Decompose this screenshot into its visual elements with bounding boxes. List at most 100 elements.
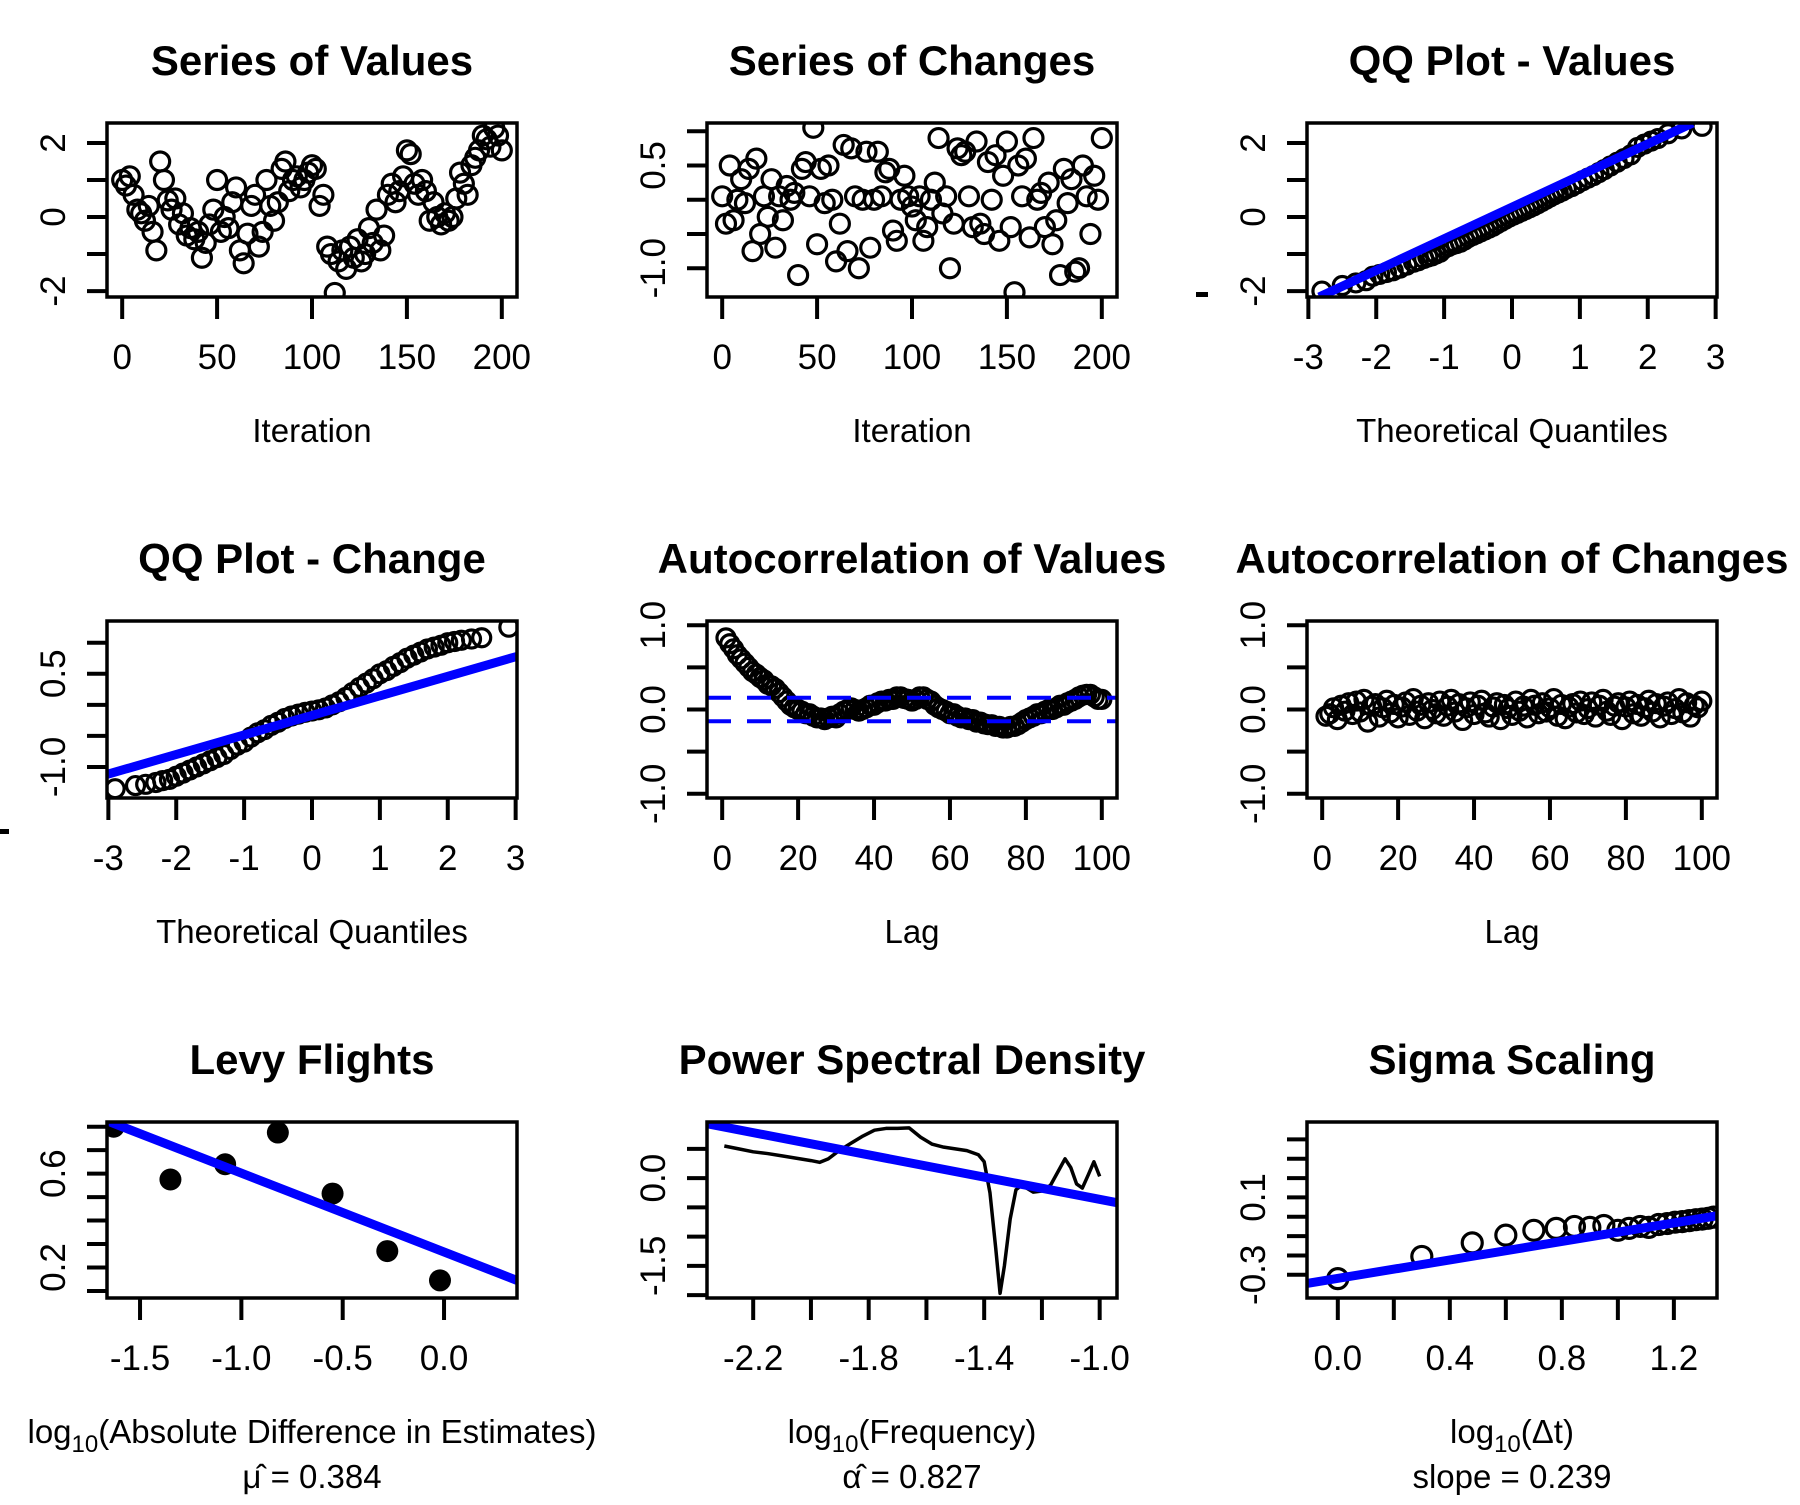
autocorrelation-of-values-box	[705, 619, 1119, 800]
sigma-scaling-estimate-label: slope = 0.239	[1412, 1458, 1611, 1495]
series-of-changes-point	[824, 250, 848, 273]
qq-plot-values-x-tick-label: 3	[1706, 338, 1725, 377]
series-of-values-point	[224, 176, 248, 199]
qq-plot-change-fit-line	[106, 652, 518, 779]
series-of-values-point	[190, 246, 214, 269]
series-of-values-x-tick-label: 150	[378, 338, 436, 377]
series-of-changes-point	[1018, 226, 1041, 249]
autocorrelation-of-values-x-tick-label: 0	[712, 839, 731, 878]
qq-plot-change-y-tick-label: -1.0	[34, 737, 73, 797]
series-of-changes-point	[783, 181, 806, 204]
series-of-values-x-tick-label: 200	[473, 338, 531, 377]
series-of-changes-x-tick-label: 150	[978, 338, 1036, 377]
series-of-values-point	[448, 161, 472, 184]
autocorrelation-of-changes-title: Autocorrelation of Changes	[1235, 535, 1788, 582]
autocorrelation-of-changes-x-tick-label: 80	[1606, 839, 1645, 878]
series-of-changes-point	[1079, 222, 1102, 246]
series-of-values-title: Series of Values	[151, 37, 473, 84]
power-spectral-density-x-tick-label: -2.2	[723, 1339, 783, 1378]
qq-plot-values-y-tick-label: 0	[1234, 207, 1273, 226]
series-of-changes-point	[1003, 281, 1026, 298]
series-of-values-point	[361, 231, 384, 255]
autocorrelation-of-changes-point	[1452, 709, 1474, 732]
series-of-values-point	[414, 180, 437, 203]
sigma-scaling-point	[1522, 1218, 1546, 1242]
series-of-values-point	[202, 198, 225, 221]
sigma-scaling-x-tick-label: 0.0	[1313, 1339, 1362, 1378]
power-spectral-density-y-tick-label: 0.0	[634, 1154, 673, 1203]
levy-flights-box	[105, 1120, 519, 1300]
series-of-values-y-tick-label: 2	[34, 133, 73, 152]
power-spectral-density-estimate-label: α̂ = 0.827	[842, 1458, 981, 1495]
series-of-values-point	[300, 154, 324, 177]
qq-plot-values-y-tick-label: -2	[1234, 276, 1273, 307]
levy-flights-point	[376, 1240, 399, 1263]
qq-plot-values-y-tick-label: 2	[1234, 133, 1273, 152]
autocorrelation-of-changes-x-tick-label: 40	[1455, 839, 1494, 878]
series-of-values-point	[373, 224, 396, 247]
levy-flights-title: Levy Flights	[189, 1036, 434, 1083]
qq-plot-values-x-tick-label: 0	[1502, 338, 1521, 377]
power-spectral-density-x-tick-label: -1.0	[1070, 1339, 1130, 1378]
sigma-scaling-x-tick-label: 0.4	[1425, 1339, 1474, 1378]
series-of-changes-point	[980, 188, 1003, 211]
power-spectral-density-x-tick-label: -1.4	[954, 1339, 1014, 1378]
series-of-changes-point	[969, 212, 992, 235]
autocorrelation-of-changes-data	[1315, 687, 1713, 733]
series-of-changes-point	[957, 185, 981, 208]
series-of-changes-point	[756, 205, 779, 228]
autocorrelation-of-values-y-tick-label: -1.0	[634, 764, 673, 824]
levy-flights-estimate-label: μ̂ = 0.384	[242, 1458, 381, 1495]
series-of-changes-point	[897, 185, 920, 208]
qq-plot-change-xlabel: Theoretical Quantiles	[156, 913, 468, 950]
series-of-changes-point	[805, 233, 829, 256]
clipped-label-artifact	[0, 829, 9, 834]
autocorrelation-of-values-data	[707, 627, 1117, 739]
series-of-changes-point	[817, 154, 840, 177]
levy-flights-point	[266, 1121, 289, 1144]
series-of-values: Series of Values 0 50 100 150 200 -2 0 2 Iteratio…	[34, 37, 531, 449]
qq-plot-change-point	[471, 627, 493, 649]
series-of-changes-x-tick-label: 0	[712, 338, 731, 377]
series-of-values-point	[327, 250, 350, 273]
series-of-values-point	[232, 252, 255, 275]
series-of-values-point	[323, 281, 346, 298]
series-of-values-point	[410, 168, 434, 192]
power-spectral-density-box	[705, 1120, 1119, 1300]
levy-flights-x-tick-label: -1.0	[211, 1339, 271, 1378]
series-of-changes-point	[916, 216, 939, 239]
series-of-changes-point	[984, 144, 1007, 167]
autocorrelation-of-changes-point	[1471, 689, 1493, 711]
series-of-changes-point	[711, 185, 734, 208]
series-of-changes-xlabel: Iteration	[852, 412, 971, 449]
qq-plot-values-data	[1311, 122, 1713, 298]
series-of-changes-point	[1045, 209, 1068, 232]
series-of-changes-x-tick-label: 200	[1073, 338, 1131, 377]
series-of-values-point	[149, 150, 172, 173]
levy-flights-y-tick-label: 0.6	[34, 1149, 73, 1198]
qq-plot-change-y-tick-label: 0.5	[34, 649, 73, 698]
series-of-changes-box	[705, 121, 1119, 299]
series-of-values-point	[266, 191, 289, 214]
autocorrelation-of-changes-point	[1584, 706, 1607, 728]
series-of-values-point	[369, 239, 392, 262]
series-of-changes-point	[1075, 185, 1098, 208]
autocorrelation-of-values-x-tick-label: 40	[855, 839, 894, 878]
levy-flights-x-tick-label: 0.0	[420, 1339, 469, 1378]
series-of-changes-point	[893, 164, 916, 187]
qq-plot-change: QQ Plot - Change -3 -2 -1 0 1 2 3 -1.0 0.5 Theoret…	[34, 535, 525, 950]
qq-plot-change-box	[105, 619, 519, 800]
series-of-changes-point	[787, 263, 810, 287]
autocorrelation-of-changes-y-tick-label: 0.0	[1234, 685, 1273, 734]
qq-plot-values-point	[1691, 122, 1713, 137]
series-of-changes-point	[881, 219, 905, 242]
autocorrelation-of-changes: Autocorrelation of Changes 0 20 40 60 80 100 -1…	[1234, 535, 1789, 950]
series-of-values-data	[111, 122, 513, 298]
series-of-changes-point	[1060, 168, 1083, 191]
series-of-changes-point	[1083, 164, 1106, 187]
autocorrelation-of-values-x-tick-label: 80	[1006, 839, 1045, 878]
power-spectral-density-x-tick-label: -1.8	[839, 1339, 899, 1378]
series-of-values-point	[376, 183, 400, 206]
series-of-values-point	[471, 124, 494, 147]
autocorrelation-of-changes-x-tick-label: 100	[1673, 839, 1731, 878]
